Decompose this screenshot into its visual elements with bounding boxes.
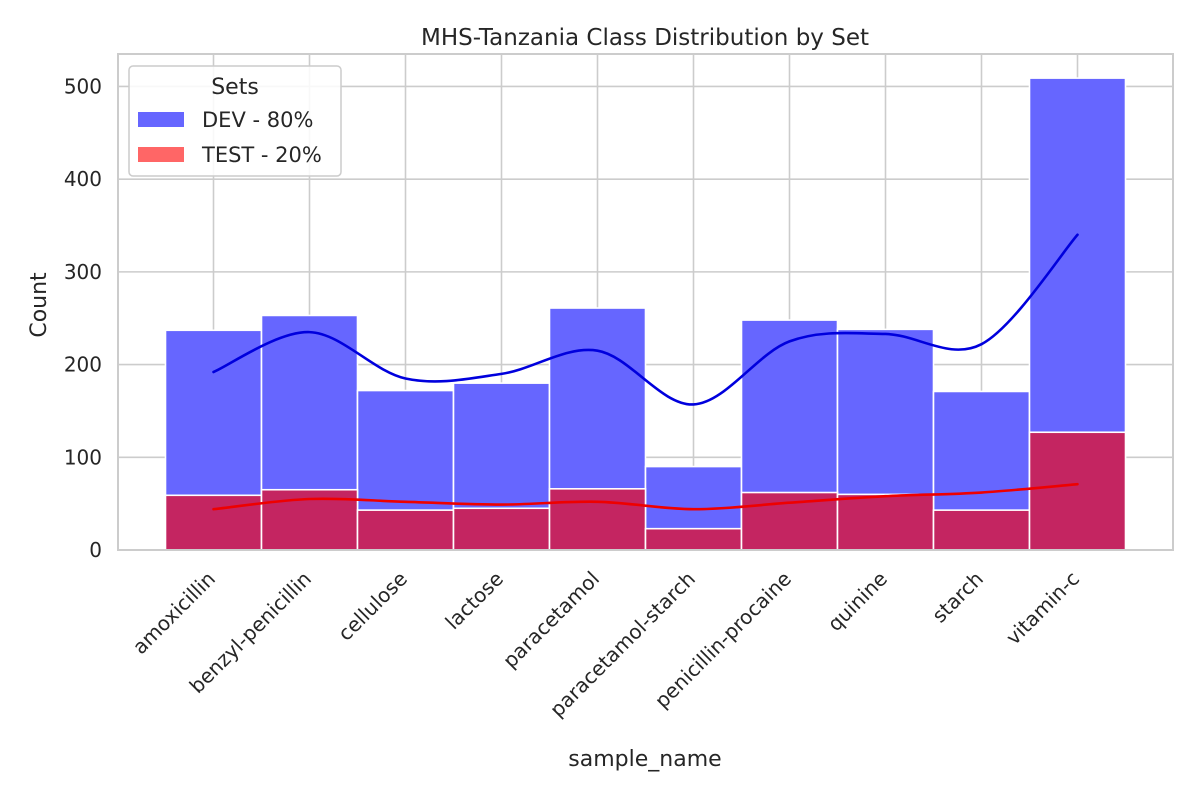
bar-test [1028,431,1127,551]
x-tick-label: quinine [823,567,892,636]
legend-swatch-dev [138,112,184,127]
x-tick-label: cellulose [333,567,412,646]
bar-test [164,494,263,551]
bars [164,77,1127,551]
chart-title: MHS-Tanzania Class Distribution by Set [421,25,869,51]
legend: Sets DEV - 80% TEST - 20% [128,65,342,177]
bar-test [644,527,743,551]
x-tick-label: vitamin-c [1001,567,1084,650]
y-tick-label: 100 [64,445,102,469]
bar-test [548,488,647,551]
x-axis-title: sample_name [568,747,721,772]
y-axis-title: Count [27,272,52,338]
bar-test [836,493,935,551]
bar-test [932,509,1031,551]
y-tick-label: 500 [64,74,102,98]
y-tick-label: 0 [89,538,102,562]
x-tick-label: paracetamol [498,567,604,673]
kde-curves [212,233,1079,511]
plot-border [117,53,1174,551]
y-tick-label: 200 [64,353,102,377]
x-tick-label: starch [927,567,988,628]
plot-frame [117,53,1174,551]
bar-test [452,507,551,551]
y-tick-label: 300 [64,260,102,284]
legend-title: Sets [211,75,259,100]
x-tick-label: amoxicillin [128,567,220,659]
y-tick-label: 400 [64,167,102,191]
legend-label-test: TEST - 20% [201,143,322,167]
kde-line-dev [212,233,1079,406]
x-tick-label: lactose [440,567,508,635]
kde-line-test [212,482,1079,511]
legend-label-dev: DEV - 80% [202,108,313,132]
bar-test [356,509,455,551]
legend-swatch-test [138,147,184,162]
